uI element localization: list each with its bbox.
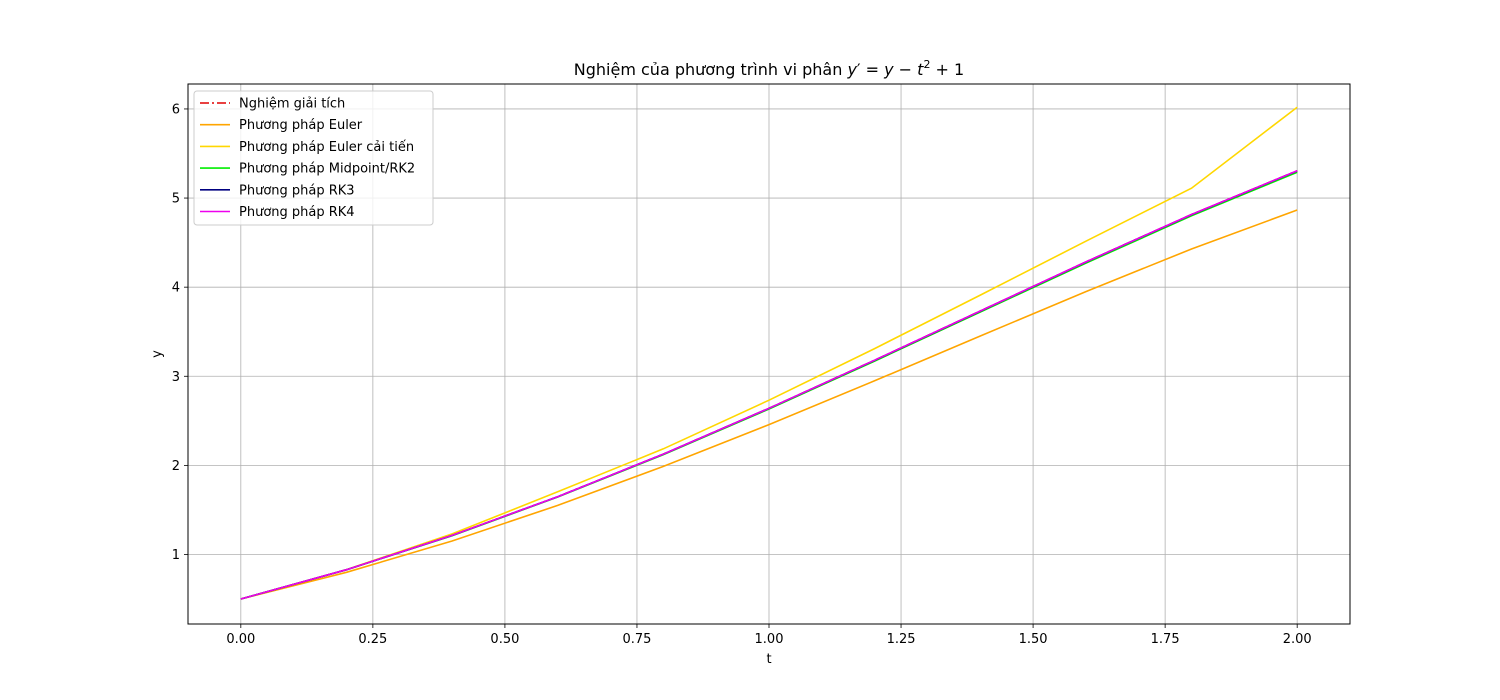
grid-lines <box>188 84 1350 624</box>
title-eq-equals: = <box>861 60 885 79</box>
y-tick-label: 4 <box>172 281 180 296</box>
legend-label-4: Phương pháp RK3 <box>239 183 355 198</box>
title-eq-y2: y <box>883 60 894 79</box>
y-tick-label: 6 <box>172 102 180 117</box>
x-tick-label: 1.50 <box>1019 632 1048 647</box>
x-tick-label: 1.75 <box>1151 632 1180 647</box>
y-axis-label: y <box>150 350 165 358</box>
x-axis-label: t <box>766 652 771 667</box>
title-eq-minus: − <box>894 60 918 79</box>
x-tick-label: 0.50 <box>490 632 519 647</box>
legend-entries: Nghiệm giải tích Phương pháp Euler Phương … <box>200 97 415 220</box>
title-eq-exponent: 2 <box>923 58 930 71</box>
x-tick-label: 0.75 <box>622 632 651 647</box>
series-lines <box>240 106 1298 600</box>
legend: Nghiệm giải tích Phương pháp Euler Phương … <box>193 90 434 226</box>
legend-label-1: Phương pháp Euler <box>239 118 363 133</box>
y-axis-ticks: 1 2 3 4 5 6 <box>172 102 188 563</box>
y-tick-label: 2 <box>172 459 180 474</box>
chart-title: Nghiệm của phương trình vi phân y′ = y −… <box>574 58 964 79</box>
x-tick-label: 1.25 <box>887 632 916 647</box>
legend-box <box>193 90 434 226</box>
y-tick-label: 3 <box>172 370 180 385</box>
x-tick-label: 2.00 <box>1283 632 1312 647</box>
x-tick-label: 0.25 <box>358 632 387 647</box>
title-eq-prime: ′ <box>857 60 861 79</box>
x-tick-label: 1.00 <box>755 632 784 647</box>
series-line-1 <box>240 209 1298 600</box>
y-tick-label: 1 <box>172 548 180 563</box>
series-line-2 <box>240 106 1298 600</box>
title-eq-plus-one: + 1 <box>930 60 964 79</box>
x-axis-ticks: 0.00 0.25 0.50 0.75 1.00 1.25 1.50 1.75 2.00 <box>226 624 1312 647</box>
legend-label-0: Nghiệm giải tích <box>239 97 345 112</box>
legend-label-3: Phương pháp Midpoint/RK2 <box>239 162 415 177</box>
legend-label-2: Phương pháp Euler cải tiến <box>239 140 414 155</box>
title-eq-t: t <box>917 60 924 79</box>
y-tick-label: 5 <box>172 192 180 207</box>
title-eq-y: y <box>846 60 857 79</box>
title-text-prefix: Nghiệm của phương trình vi phân <box>574 60 848 79</box>
legend-label-5: Phương pháp RK4 <box>239 205 355 220</box>
series-line-5 <box>240 170 1298 600</box>
x-tick-label: 0.00 <box>226 632 255 647</box>
